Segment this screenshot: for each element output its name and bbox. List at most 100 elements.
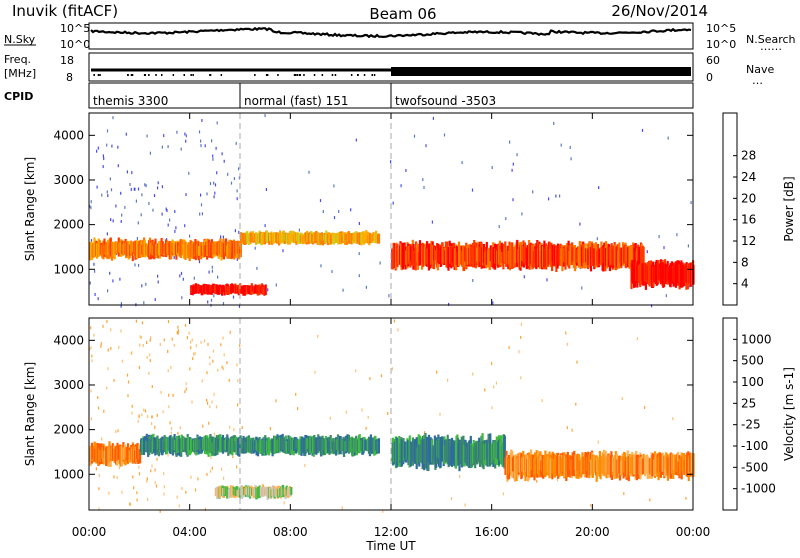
scatter-pixel	[590, 504, 592, 508]
scatter-pixel	[161, 212, 163, 216]
scatter-pixel	[331, 270, 333, 274]
x-tick-label: 20:00	[575, 525, 610, 539]
scatter-pixel	[181, 487, 183, 490]
scatter-pixel	[329, 416, 331, 420]
scatter-pixel	[143, 408, 145, 412]
cpid-panel: CPID themis 3300 normal (fast) 151 twofsou…	[4, 82, 694, 109]
scatter-pixel	[571, 428, 573, 432]
scatter-pixel	[216, 171, 218, 175]
scatter-pixel	[211, 139, 213, 143]
scatter-pixel	[319, 199, 322, 203]
scatter-pixel	[185, 387, 187, 391]
power-panel: 1000 2000 3000 4000 Slant Range [km] 4 8 12 16 20…	[23, 112, 796, 308]
scatter-pixel	[338, 210, 340, 213]
scatter-pixel	[512, 162, 514, 166]
scatter-pixel	[320, 264, 322, 268]
scatter-pixel	[154, 425, 156, 429]
heatmap-cell	[158, 240, 161, 259]
scatter-pixel	[117, 145, 119, 149]
scatter-pixel	[355, 138, 357, 142]
scatter-pixel	[308, 170, 310, 174]
scatter-pixel	[565, 331, 567, 335]
nave-dot	[220, 74, 223, 76]
scatter-pixel	[546, 278, 548, 282]
scatter-pixel	[423, 431, 426, 435]
scatter-pixel	[264, 114, 266, 117]
scatter-pixel	[103, 157, 105, 161]
station-title: Inuvik (fitACF)	[12, 2, 118, 20]
nave-dot	[371, 74, 373, 76]
heatmap-cell	[290, 487, 293, 495]
scatter-pixel	[138, 415, 140, 419]
scatter-pixel	[210, 469, 212, 473]
scatter-pixel	[139, 343, 141, 347]
scatter-pixel	[161, 185, 163, 189]
scatter-pixel	[651, 304, 653, 308]
frequency-panel: Freq. [MHz] 18 8 60 0 Nave …	[4, 52, 774, 87]
scatter-pixel	[314, 370, 316, 374]
scatter-pixel	[238, 230, 240, 234]
scatter-pixel	[170, 427, 173, 431]
heatmap-cell	[432, 446, 435, 464]
scatter-pixel	[423, 186, 425, 189]
scatter-pixel	[189, 340, 192, 344]
scatter-pixel	[110, 328, 112, 332]
scatter-pixel	[141, 193, 143, 197]
heatmap-cell	[252, 489, 255, 497]
heatmap-cell	[640, 263, 643, 285]
y-tick-label: 2000	[53, 423, 84, 437]
scatter-pixel	[102, 154, 104, 158]
scatter-pixel	[137, 221, 139, 225]
scatter-pixel	[217, 275, 219, 279]
scatter-pixel	[177, 329, 179, 333]
scatter-pixel	[165, 207, 167, 211]
scatter-pixel	[106, 190, 108, 194]
nave-dot	[334, 74, 337, 76]
scatter-pixel	[232, 295, 235, 299]
nave-dot	[130, 74, 133, 76]
scatter-pixel	[223, 159, 225, 163]
noise-left-tick-low: 10^0	[60, 38, 90, 51]
scatter-pixel	[170, 431, 172, 435]
scatter-pixel	[282, 249, 284, 253]
scatter-pixel	[202, 424, 204, 428]
scatter-pixel	[283, 501, 285, 505]
scatter-pixel	[238, 176, 240, 180]
scatter-pixel	[380, 374, 382, 378]
scatter-pixel	[498, 225, 500, 229]
cpid-segment-label: normal (fast) 151	[244, 94, 348, 108]
scatter-pixel	[212, 349, 215, 353]
scatter-pixel	[203, 339, 206, 343]
heatmap-cell	[360, 231, 363, 243]
scatter-pixel	[129, 183, 131, 186]
nave-dot	[209, 74, 212, 76]
nave-dot	[190, 74, 192, 76]
scatter-pixel	[142, 344, 144, 347]
scatter-pixel	[521, 212, 523, 216]
scatter-pixel	[107, 289, 109, 293]
scatter-pixel	[200, 139, 202, 143]
scatter-pixel	[548, 197, 550, 201]
colorbar-tick-label: 25	[741, 396, 756, 410]
scatter-pixel	[227, 172, 229, 176]
scatter-pixel	[146, 479, 148, 483]
scatter-pixel	[137, 187, 140, 191]
cpid-segment-label: themis 3300	[93, 94, 168, 108]
scatter-pixel	[217, 368, 219, 372]
nave-dot	[131, 74, 134, 76]
scatter-pixel	[213, 432, 215, 436]
scatter-pixel	[132, 475, 134, 479]
scatter-pixel	[168, 393, 170, 397]
scatter-pixel	[120, 304, 122, 308]
scatter-pixel	[369, 377, 371, 381]
heatmap-cell	[239, 240, 242, 258]
scatter-pixel	[152, 208, 154, 212]
date-title: 26/Nov/2014	[611, 2, 708, 20]
scatter-pixel	[106, 320, 108, 323]
scatter-pixel	[569, 145, 571, 149]
scatter-pixel	[559, 194, 561, 198]
scatter-pixel	[98, 473, 100, 477]
scatter-pixel	[689, 284, 691, 288]
heatmap-cell	[511, 242, 514, 269]
heatmap-cell	[202, 244, 205, 258]
